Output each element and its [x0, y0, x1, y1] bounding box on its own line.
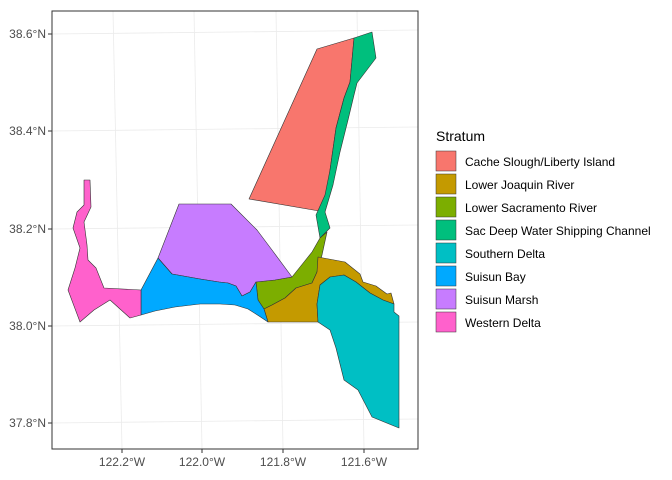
legend-label: Suisun Marsh: [465, 293, 538, 307]
legend-label: Cache Slough/Liberty Island: [465, 155, 615, 169]
region-southern-delta[interactable]: [316, 274, 400, 429]
legend-label: Suisun Bay: [465, 270, 526, 284]
legend-item[interactable]: Lower Sacramento River: [435, 196, 597, 218]
map-regions: [67, 31, 400, 429]
legend-item[interactable]: Cache Slough/Liberty Island: [435, 150, 615, 172]
y-tick-label: 37.8°N: [9, 416, 46, 430]
map-panel-border: [51, 10, 419, 450]
legend-label: Sac Deep Water Shipping Channel: [465, 224, 651, 238]
legend-swatch: [435, 288, 457, 310]
legend-item[interactable]: Suisun Marsh: [435, 288, 538, 310]
x-tick-label: 121.8°W: [260, 455, 307, 469]
legend-label: Western Delta: [465, 316, 541, 330]
legend-item[interactable]: Suisun Bay: [435, 265, 526, 287]
legend-swatch: [435, 219, 457, 241]
legend-swatch: [435, 265, 457, 287]
legend-item[interactable]: Southern Delta: [435, 242, 545, 264]
legend-swatch: [435, 311, 457, 333]
legend-item[interactable]: Sac Deep Water Shipping Channel: [435, 219, 651, 241]
legend-swatch: [435, 150, 457, 172]
legend-label: Lower Sacramento River: [465, 201, 597, 215]
region-suisun-bay[interactable]: [140, 257, 269, 323]
x-tick-label: 122.0°W: [179, 455, 226, 469]
y-tick-label: 38.0°N: [9, 319, 46, 333]
legend-label: Lower Joaquin River: [465, 178, 574, 192]
map-panel: [51, 10, 419, 450]
legend-swatch: [435, 196, 457, 218]
legend-item[interactable]: Lower Joaquin River: [435, 173, 574, 195]
legend-swatch: [435, 173, 457, 195]
y-axis: 38.6°N 38.4°N 38.2°N 38.0°N 37.8°N: [9, 27, 52, 430]
region-western-delta[interactable]: [67, 179, 142, 323]
legend-label: Southern Delta: [465, 247, 545, 261]
legend-item[interactable]: Western Delta: [435, 311, 541, 333]
legend: Stratum Cache Slough/Liberty Island Lowe…: [435, 128, 651, 333]
y-tick-label: 38.2°N: [9, 222, 46, 236]
x-tick-label: 121.6°W: [341, 455, 388, 469]
legend-swatch: [435, 242, 457, 264]
region-sac-deep-water-shipping-channel[interactable]: [315, 31, 377, 239]
x-tick-label: 122.2°W: [99, 455, 146, 469]
x-axis: 122.2°W 122.0°W 121.8°W 121.6°W: [99, 449, 388, 469]
y-tick-label: 38.4°N: [9, 124, 46, 138]
y-tick-label: 38.6°N: [9, 27, 46, 41]
legend-title: Stratum: [436, 128, 485, 144]
